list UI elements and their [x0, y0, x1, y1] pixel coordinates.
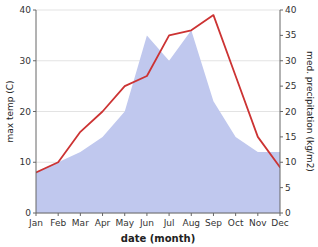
y-tick-label: 0 — [25, 208, 31, 218]
y2-tick — [280, 162, 283, 163]
y2-tick-label: 35 — [285, 30, 296, 40]
chart: 0 10 20 30 40 0 5 10 15 20 25 30 35 40 Jan Feb Mar Apr May… — [0, 0, 318, 247]
x-axis-label: date (month) — [121, 233, 195, 244]
x-tick — [58, 213, 59, 216]
grid — [36, 10, 280, 213]
y2-tick — [280, 35, 283, 36]
x-tick — [257, 213, 258, 216]
y-tick-label: 10 — [20, 157, 32, 167]
x-tick — [80, 213, 81, 216]
x-tick — [213, 213, 214, 216]
y-tick — [33, 111, 36, 112]
y-tick — [33, 162, 36, 163]
y2-tick — [280, 10, 283, 11]
x-tick-label: May — [115, 218, 134, 228]
x-tick-label: Apr — [95, 218, 111, 228]
y2-tick-label: 5 — [285, 183, 291, 193]
y2-axis-label: med. precipitation (kg/m2) — [305, 51, 315, 172]
x-tick — [169, 213, 170, 216]
x-tick — [36, 213, 37, 216]
grid-line — [36, 10, 280, 11]
x-tick — [280, 213, 281, 216]
x-tick — [102, 213, 103, 216]
x-tick — [191, 213, 192, 216]
y-tick — [33, 60, 36, 61]
x-tick-label: Feb — [50, 218, 66, 228]
y2-tick — [280, 136, 283, 137]
x-tick-label: Nov — [249, 218, 267, 228]
x-tick-label: Sep — [205, 218, 222, 228]
grid-line — [36, 213, 280, 214]
x-tick — [124, 213, 125, 216]
x-tick — [235, 213, 236, 216]
plot-area — [36, 15, 280, 213]
x-tick-label: Jan — [28, 218, 43, 228]
y2-tick-label: 30 — [285, 56, 297, 66]
y2-tick-label: 40 — [285, 5, 297, 15]
y2-tick — [280, 86, 283, 87]
y-tick-label: 40 — [20, 5, 32, 15]
y2-tick-label: 25 — [285, 81, 296, 91]
axes: 0 10 20 30 40 0 5 10 15 20 25 30 35 40 Jan Feb Mar Apr May… — [5, 5, 315, 244]
x-tick-label: Mar — [72, 218, 89, 228]
y-tick-label: 30 — [20, 56, 32, 66]
y2-tick — [280, 187, 283, 188]
x-tick-label: Oct — [228, 218, 244, 228]
y2-tick-label: 15 — [285, 132, 296, 142]
y2-tick-label: 10 — [285, 157, 297, 167]
x-tick — [146, 213, 147, 216]
y-tick — [33, 10, 36, 11]
y2-tick-label: 0 — [285, 208, 291, 218]
chart-container: 0 10 20 30 40 0 5 10 15 20 25 30 35 40 Jan Feb Mar Apr May… — [0, 0, 318, 247]
x-tick-label: Dec — [271, 218, 288, 228]
y-tick-label: 20 — [20, 107, 32, 117]
y2-tick — [280, 60, 283, 61]
precip-area — [36, 30, 280, 213]
x-tick-label: Jul — [163, 218, 175, 228]
background — [0, 0, 318, 247]
x-tick-label: Jun — [139, 218, 154, 228]
x-axis-line — [36, 213, 280, 214]
y2-tick-label: 20 — [285, 107, 297, 117]
y-axis-label: max temp (C) — [5, 80, 15, 142]
temp-line — [36, 15, 280, 172]
x-tick-label: Aug — [182, 218, 200, 228]
y2-tick — [280, 111, 283, 112]
